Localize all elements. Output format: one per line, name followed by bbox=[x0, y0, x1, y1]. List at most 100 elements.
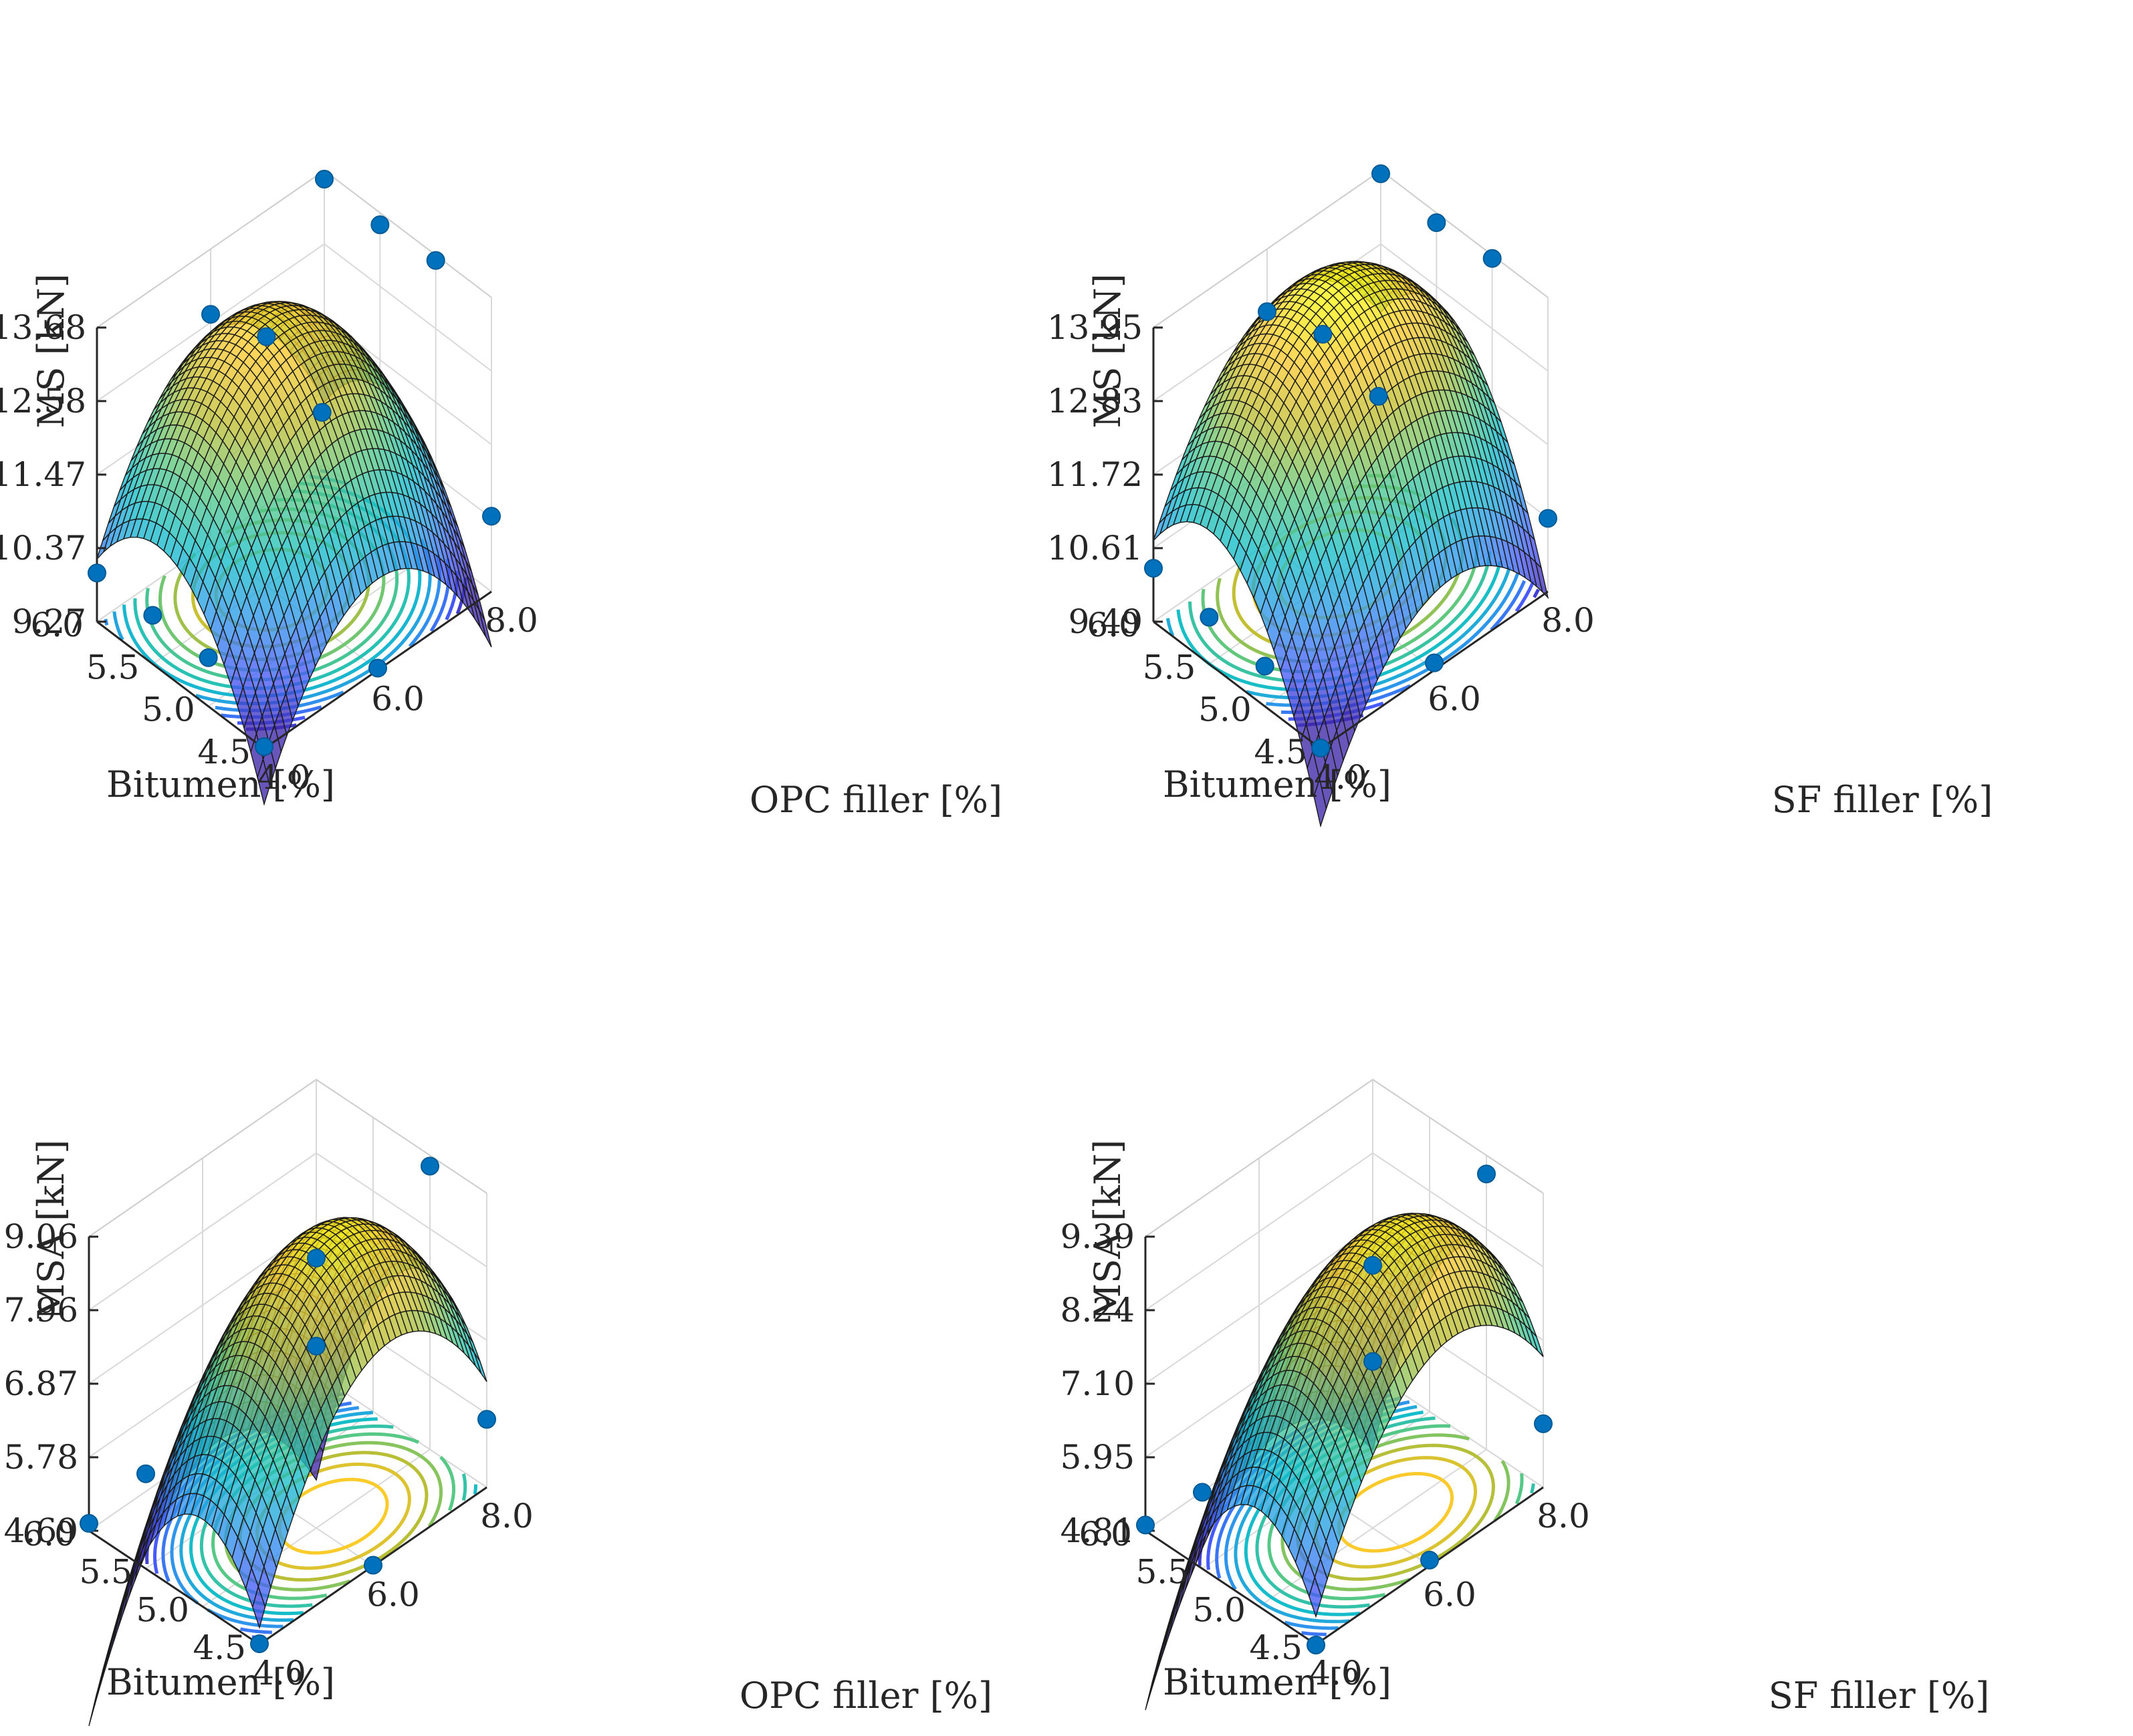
z-tick-label: 4.69 bbox=[4, 1511, 78, 1550]
data-point bbox=[250, 1634, 269, 1653]
z-tick-label: 9.06 bbox=[4, 1217, 78, 1256]
z-tick-label: 10.37 bbox=[0, 529, 86, 568]
data-point bbox=[80, 1513, 98, 1533]
data-point bbox=[1200, 608, 1219, 627]
data-point bbox=[307, 1249, 326, 1268]
x-axis-label: OPC filler [%] bbox=[740, 1675, 992, 1717]
tick-labels: 9.2710.3711.4712.5813.684.55.05.56.04.06… bbox=[0, 308, 538, 797]
panel-bottom-left: 4.695.786.877.969.064.55.05.56.04.06.08.… bbox=[4, 1078, 992, 1727]
data-points bbox=[88, 169, 501, 757]
z-tick-label: 13.95 bbox=[1047, 308, 1143, 347]
y-tick-label: 5.5 bbox=[79, 1553, 132, 1592]
z-tick-label: 9.27 bbox=[12, 602, 86, 641]
data-point bbox=[1363, 1255, 1382, 1275]
z-tick-label: 9.39 bbox=[1060, 1217, 1135, 1256]
data-point bbox=[482, 507, 501, 526]
data-point bbox=[312, 402, 332, 422]
x-axis-label: SF filler [%] bbox=[1769, 1675, 1990, 1717]
x-tick-label: 6.0 bbox=[371, 680, 425, 719]
z-tick-label: 4.81 bbox=[1060, 1511, 1135, 1550]
y-tick-label: 5.5 bbox=[86, 648, 140, 687]
y-tick-label: 4.5 bbox=[1254, 733, 1307, 771]
z-tick-label: 11.72 bbox=[1047, 455, 1143, 494]
x-tick-label: 8.0 bbox=[1541, 601, 1595, 640]
y-tick-label: 5.0 bbox=[136, 1590, 189, 1629]
z-tick-label: 5.95 bbox=[1060, 1438, 1135, 1477]
data-point bbox=[88, 564, 106, 583]
z-tick-label: 7.10 bbox=[1060, 1364, 1135, 1403]
y-tick-label: 5.5 bbox=[1135, 1553, 1189, 1592]
x-tick-label: 6.0 bbox=[1423, 1576, 1476, 1614]
data-point bbox=[1477, 1164, 1496, 1184]
data-point bbox=[257, 327, 276, 346]
x-tick-label: 4.0 bbox=[253, 1654, 306, 1693]
y-axis-label: Bitumen [%] bbox=[1163, 763, 1391, 805]
data-point bbox=[1144, 559, 1163, 578]
z-tick-label: 12.83 bbox=[1047, 382, 1143, 420]
data-point bbox=[1311, 739, 1330, 758]
z-tick-label: 9.49 bbox=[1069, 602, 1143, 641]
data-point bbox=[136, 1464, 155, 1483]
response-surface bbox=[96, 301, 492, 806]
data-point bbox=[368, 658, 387, 678]
z-axis-label: MSA [kN] bbox=[1087, 1140, 1129, 1321]
z-tick-label: 11.47 bbox=[0, 455, 86, 494]
z-tick-label: 5.78 bbox=[4, 1438, 78, 1477]
y-axis-label: Bitumen [%] bbox=[106, 1661, 335, 1703]
z-tick-label: 7.96 bbox=[4, 1291, 78, 1330]
data-point bbox=[1425, 653, 1444, 672]
x-tick-label: 8.0 bbox=[480, 1497, 534, 1535]
data-point bbox=[255, 737, 273, 757]
response-surface bbox=[1145, 1213, 1544, 1711]
y-axis-label: Bitumen [%] bbox=[1163, 1661, 1391, 1703]
y-tick-label: 4.5 bbox=[197, 733, 251, 771]
z-tick-label: 8.24 bbox=[1060, 1291, 1135, 1330]
y-tick-label: 6.0 bbox=[30, 606, 84, 644]
response-surface bbox=[88, 1217, 487, 1727]
panel-top-left: 9.2710.3711.4712.5813.684.55.05.56.04.06… bbox=[0, 169, 1002, 821]
x-tick-label: 8.0 bbox=[485, 601, 538, 640]
x-tick-label: 4.0 bbox=[1309, 1654, 1363, 1693]
x-tick-label: 6.0 bbox=[1428, 680, 1481, 719]
x-axis-label: OPC filler [%] bbox=[750, 779, 1002, 821]
z-tick-label: 6.87 bbox=[4, 1364, 78, 1403]
data-point bbox=[1534, 1414, 1553, 1433]
data-point bbox=[1371, 164, 1390, 183]
data-point bbox=[1193, 1483, 1212, 1502]
y-tick-label: 4.5 bbox=[1249, 1628, 1303, 1667]
data-point bbox=[1482, 249, 1502, 268]
data-point bbox=[1313, 324, 1333, 344]
data-point bbox=[307, 1336, 326, 1356]
data-point bbox=[201, 305, 220, 324]
x-tick-label: 4.0 bbox=[257, 758, 311, 797]
y-axis-label: Bitumen [%] bbox=[106, 763, 335, 805]
tick-labels: 4.695.786.877.969.064.55.05.56.04.06.08.… bbox=[4, 1217, 534, 1693]
x-tick-label: 8.0 bbox=[1537, 1497, 1590, 1535]
data-point bbox=[421, 1156, 439, 1176]
y-tick-label: 6.0 bbox=[22, 1515, 76, 1554]
data-point bbox=[1307, 1635, 1325, 1654]
y-tick-label: 5.0 bbox=[1192, 1590, 1246, 1629]
z-axis-label: MS [kN] bbox=[30, 273, 72, 428]
data-point bbox=[1258, 302, 1276, 322]
data-points bbox=[1144, 164, 1557, 758]
y-tick-label: 5.0 bbox=[142, 691, 195, 729]
data-point bbox=[477, 1410, 496, 1429]
z-tick-label: 10.61 bbox=[1047, 529, 1143, 568]
data-points bbox=[80, 1156, 496, 1653]
z-tick-label: 12.58 bbox=[0, 382, 86, 420]
data-point bbox=[1420, 1550, 1439, 1570]
y-tick-label: 4.5 bbox=[193, 1628, 246, 1667]
panel-bottom-right: 4.815.957.108.249.394.55.05.56.04.06.08.… bbox=[1060, 1078, 1990, 1717]
data-point bbox=[1369, 386, 1388, 406]
y-tick-label: 5.5 bbox=[1143, 648, 1196, 687]
data-point bbox=[315, 169, 334, 189]
data-point bbox=[364, 1556, 382, 1575]
data-points bbox=[1136, 1164, 1553, 1654]
data-point bbox=[1363, 1352, 1382, 1371]
data-point bbox=[1539, 509, 1557, 528]
panel-top-right: 9.4910.6111.7212.8313.954.55.05.56.04.06… bbox=[1047, 164, 1993, 828]
tick-labels: 9.4910.6111.7212.8313.954.55.05.56.04.06… bbox=[1047, 308, 1595, 797]
z-axis-label: MS [kN] bbox=[1087, 273, 1129, 428]
